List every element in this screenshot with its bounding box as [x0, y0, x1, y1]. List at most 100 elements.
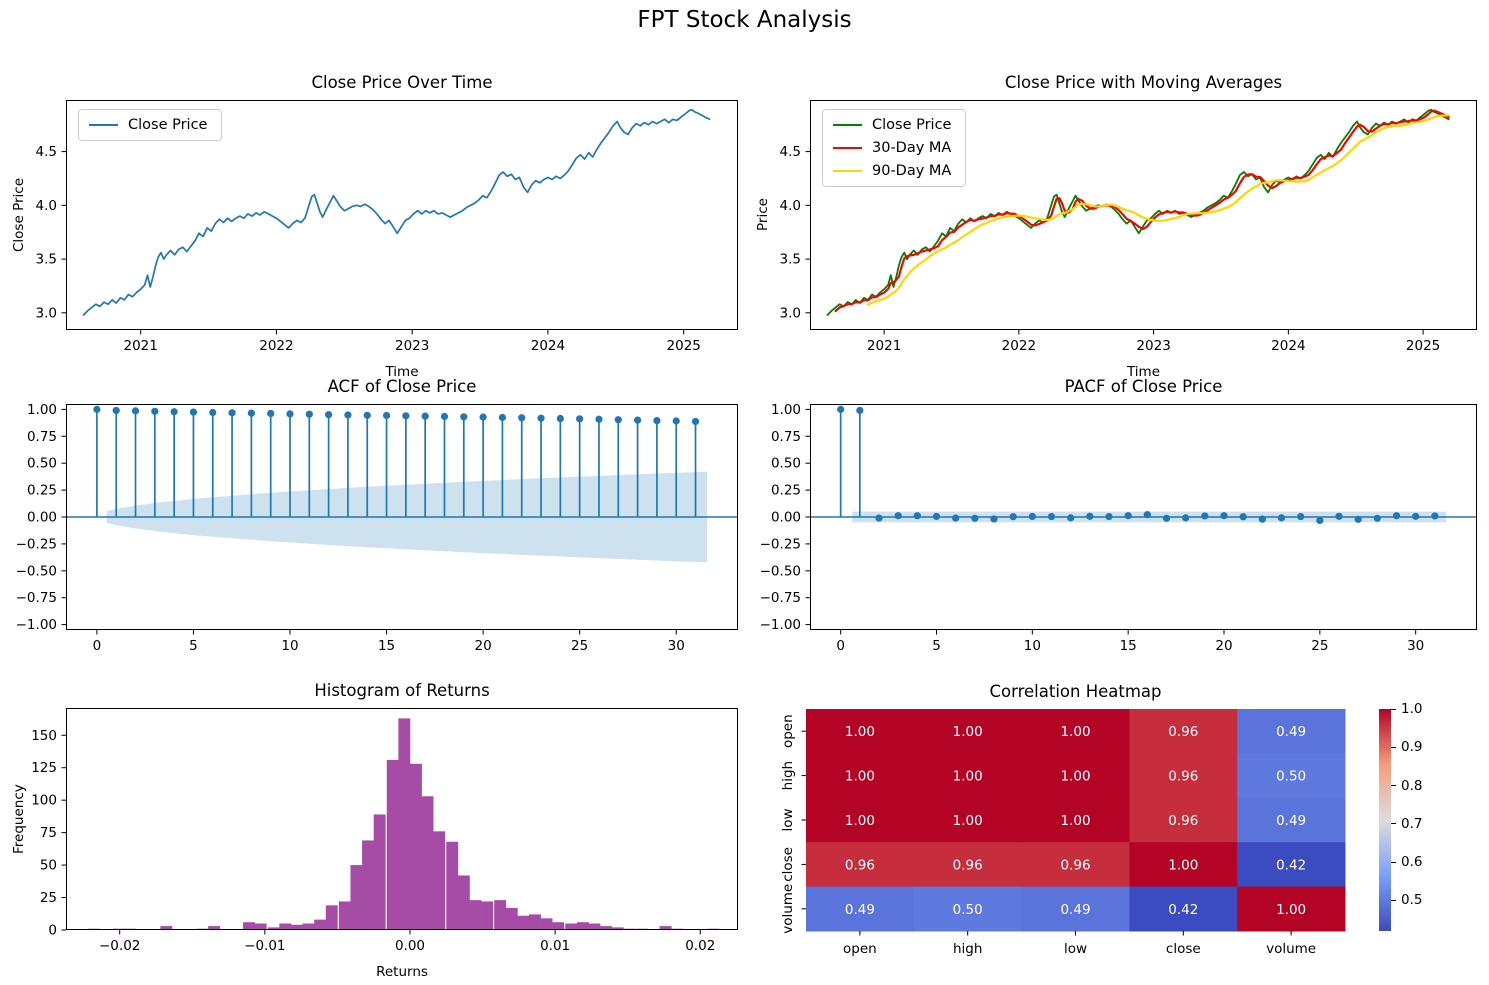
svg-text:1.00: 1.00	[1168, 857, 1198, 873]
svg-text:10: 10	[281, 638, 298, 654]
svg-text:1.00: 1.00	[771, 402, 801, 418]
svg-text:2022: 2022	[259, 338, 293, 354]
heatmap-cell	[1237, 842, 1346, 888]
legend-item: Close Price	[833, 117, 951, 133]
legend-label: 90-Day MA	[872, 163, 952, 179]
close-price-plot: 2021 2022 2023 2024 2025 3.0 3.5 4.0 4.5	[36, 100, 738, 354]
svg-text:25: 25	[40, 890, 57, 906]
heatmap-cell	[1129, 709, 1238, 754]
svg-text:−1.00: −1.00	[16, 617, 57, 633]
heatmap-cell	[913, 886, 1023, 932]
svg-text:0.75: 0.75	[27, 429, 57, 445]
svg-text:0.49: 0.49	[845, 902, 875, 918]
svg-text:0.42: 0.42	[1168, 902, 1198, 918]
legend-swatch	[833, 147, 862, 149]
svg-text:0: 0	[93, 638, 102, 654]
legend-label: Close Price	[872, 117, 952, 133]
svg-text:volume: volume	[780, 884, 796, 934]
chart-title: ACF of Close Price	[327, 377, 477, 396]
svg-text:100: 100	[31, 793, 57, 809]
y-axis-label: Frequency	[11, 784, 27, 854]
svg-text:close: close	[780, 847, 796, 882]
figure-title: FPT Stock Analysis	[637, 7, 852, 33]
svg-text:low: low	[1064, 941, 1087, 957]
svg-text:0.00: 0.00	[771, 510, 801, 526]
svg-text:0.49: 0.49	[1276, 813, 1306, 829]
svg-text:0.00: 0.00	[395, 938, 425, 954]
svg-text:0.96: 0.96	[1060, 857, 1090, 873]
colorbar-tick-label: 0.8	[1401, 777, 1423, 794]
legend-swatch	[89, 124, 118, 126]
svg-text:2023: 2023	[1136, 338, 1170, 354]
legend-swatch	[833, 124, 862, 126]
svg-text:50: 50	[40, 858, 57, 874]
panel-returns-histogram: Histogram of Returns Frequency Returns −…	[11, 681, 738, 980]
svg-text:1.00: 1.00	[27, 402, 57, 418]
svg-text:4.0: 4.0	[780, 198, 801, 214]
svg-text:2021: 2021	[123, 338, 157, 354]
heatmap-cell	[1021, 842, 1130, 888]
svg-text:1.00: 1.00	[953, 724, 983, 740]
svg-text:high: high	[780, 761, 796, 790]
heatmap-cell	[913, 709, 1023, 754]
svg-text:−0.50: −0.50	[760, 563, 801, 579]
heatmap-cell	[1129, 886, 1238, 932]
svg-text:2025: 2025	[1406, 338, 1440, 354]
svg-text:150: 150	[31, 728, 57, 744]
svg-text:−1.00: −1.00	[760, 617, 801, 633]
colorbar-tick-label: 0.6	[1401, 854, 1423, 871]
svg-text:−0.75: −0.75	[760, 590, 801, 606]
svg-text:−0.25: −0.25	[760, 536, 801, 552]
heatmap-cell	[806, 797, 915, 843]
legend-label: 30-Day MA	[872, 140, 952, 156]
chart-title: Close Price Over Time	[311, 73, 493, 92]
acf-plot: 0 5 10 15 20 25 30 1.00 0.75 0.50 0.25 0.00 −0.25 −0.…	[16, 402, 738, 654]
heatmap-cell	[806, 842, 915, 888]
pacf-plot: 0 5 10 15 20 25 30 1.00 0.75 0.50 0.25 0.00 −0.25 −0.…	[760, 402, 1477, 654]
moving-averages-plot: 2021 2022 2023 2024 2025 3.0 3.5 4.0 4.5	[780, 100, 1477, 354]
svg-text:0.42: 0.42	[1276, 857, 1306, 873]
svg-text:4.0: 4.0	[36, 198, 57, 214]
panel-acf: ACF of Close Price 0 5 10 15 20 25 30 1.00 0.75 0…	[16, 377, 738, 654]
svg-text:0.50: 0.50	[953, 902, 983, 918]
legend-swatch	[833, 170, 862, 172]
heatmap-cell	[806, 709, 915, 754]
svg-text:30: 30	[668, 638, 685, 654]
svg-text:−0.25: −0.25	[16, 536, 57, 552]
colorbar-tick-label: 0.9	[1401, 739, 1423, 756]
legend-item: Close Price	[89, 117, 207, 133]
svg-text:0.50: 0.50	[771, 456, 801, 472]
svg-text:4.5: 4.5	[36, 144, 57, 160]
x-axis-label: Time	[385, 364, 419, 380]
legend-item: 90-Day MA	[833, 163, 951, 179]
svg-text:0.00: 0.00	[27, 510, 57, 526]
svg-text:3.5: 3.5	[36, 252, 57, 268]
returns-histogram-plot: −0.02 −0.01 0.00 0.01 0.02 0 25 50 75 100 125 150	[31, 708, 738, 954]
svg-text:0.01: 0.01	[540, 938, 570, 954]
heatmap-cell	[1129, 797, 1238, 843]
chart-title: Close Price with Moving Averages	[1004, 73, 1283, 92]
svg-text:1.00: 1.00	[1060, 769, 1090, 785]
colorbar-tick	[1391, 785, 1396, 787]
legend-item: 30-Day MA	[833, 140, 951, 156]
chart-title: Correlation Heatmap	[989, 682, 1162, 701]
svg-text:1.00: 1.00	[845, 724, 875, 740]
correlation-heatmap-plot: 1.00 1.00 1.00 0.96 0.49 1.00 1.00 1.00 0.96 0.50…	[780, 709, 1346, 957]
svg-text:3.0: 3.0	[36, 305, 57, 321]
panel-pacf: PACF of Close Price 0 5 10 15 20 25 30 1.00 0.75…	[760, 377, 1477, 654]
svg-text:0.02: 0.02	[685, 938, 715, 954]
y-axis-label: Close Price	[11, 178, 27, 252]
colorbar-tick	[1391, 861, 1396, 863]
svg-text:125: 125	[31, 760, 57, 776]
svg-text:2021: 2021	[867, 338, 901, 354]
svg-text:0.50: 0.50	[27, 456, 57, 472]
svg-text:75: 75	[40, 825, 57, 841]
svg-text:0.96: 0.96	[1168, 813, 1198, 829]
legend: Close Price 30-Day MA 90-Day MA	[822, 109, 967, 187]
svg-text:open: open	[843, 941, 877, 957]
heatmap-cell	[913, 753, 1023, 799]
svg-text:0.25: 0.25	[771, 483, 801, 499]
colorbar: 1.0 0.9 0.8 0.7 0.6 0.5	[1379, 701, 1422, 931]
heatmap-cell	[1021, 753, 1130, 799]
